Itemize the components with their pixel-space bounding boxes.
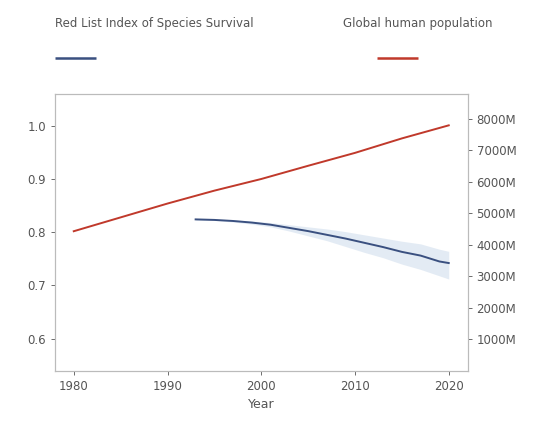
Text: Red List Index of Species Survival: Red List Index of Species Survival — [55, 17, 254, 30]
X-axis label: Year: Year — [248, 398, 274, 411]
Text: Global human population: Global human population — [343, 17, 492, 30]
